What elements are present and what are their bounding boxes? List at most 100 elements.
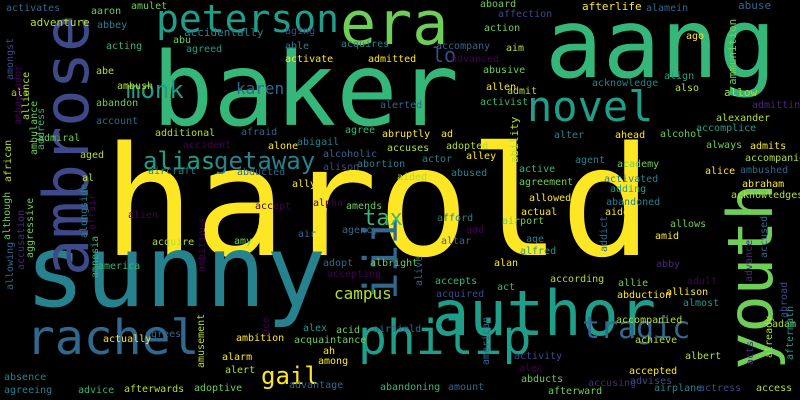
word: era [340,0,449,59]
word: almost [683,298,720,309]
word: already [764,315,775,358]
word: advance [744,239,755,282]
word: al [82,173,95,184]
word: admitting [752,100,800,111]
word: abandon [96,98,139,109]
word: afterwards [124,384,185,395]
word: adoptive [194,383,243,394]
word: alan [494,258,519,269]
word: acquired [436,289,485,300]
word: peterson [156,0,340,41]
word: allowing [5,241,16,290]
word: accused [759,215,770,258]
word: aided [397,172,428,183]
word: also [675,83,700,94]
word: abducted [237,167,286,178]
word: amount [448,382,485,393]
word: monk [126,76,184,104]
word: according [550,274,605,285]
word: abortion [357,159,406,170]
word: allie [618,278,649,289]
word: acid [336,325,361,336]
word: sunny [25,213,327,330]
word: airfield [373,324,422,335]
word: alone [268,141,299,152]
word: tax [363,206,403,231]
word: advantage [289,380,344,391]
word: novel [527,82,654,131]
word: abducts [521,374,564,385]
word: agreed [186,44,223,55]
word: acquaintance [294,335,367,346]
word: agreement [519,177,574,188]
word: accept [255,201,292,212]
word: activity [514,351,563,362]
word: allowed [529,193,572,204]
word: among [318,356,349,367]
word: accepted [629,366,678,377]
word: activist [480,97,529,108]
word: able [285,41,310,52]
word: alcoholic [323,149,378,160]
word: aang [545,0,777,100]
word: agreeing [4,385,53,396]
word: allison [666,287,709,298]
word: alert [225,365,256,376]
word: abused [451,168,488,179]
word: activate [285,54,334,65]
word: abe [96,66,115,77]
word: afford [437,213,474,224]
word: alongside [79,183,90,238]
word: abduction [617,290,672,301]
word: acknowledge [592,78,659,89]
word: acting [106,41,143,52]
word: ambitious [197,217,208,272]
word: afraid [241,127,278,138]
word: admits [750,141,787,152]
word: acquire [152,237,195,248]
word: amends [346,201,383,212]
word: allow [724,86,758,99]
word: actress [699,383,742,394]
word: ad [441,129,454,140]
word: author [432,277,656,350]
word: abusive [483,65,526,76]
word: alcohol [660,129,703,140]
word: actually [103,334,152,345]
word: ago [686,31,705,42]
word: abraham [742,179,785,190]
word: align [664,71,695,82]
word: account [96,116,139,127]
word: accompanies [745,153,800,164]
word: afterlife [582,0,642,13]
word: action [484,23,521,34]
word: accompanied [616,315,683,326]
word: alfred [520,246,557,257]
word: alice [705,166,736,177]
word: american [481,316,492,365]
word: adult [687,276,718,287]
word: aggressive [25,197,36,258]
word: ally [292,179,317,190]
word: amulet [131,1,168,12]
word: activates [6,3,61,14]
word: abbey [97,20,128,31]
word: african [3,139,14,182]
word: accidentally [184,26,264,39]
word: add [466,225,485,236]
word: agree [345,125,376,136]
word: accident [183,140,232,151]
word: age [526,234,545,245]
word: amusement [196,313,207,368]
word: adventure [30,16,90,29]
word: active [519,164,556,175]
word: lo [432,43,457,67]
word: ali [11,88,30,99]
word: ambulance [29,100,40,155]
word: alexander [716,113,771,124]
word: adding [610,184,647,195]
word: ah [323,346,336,357]
word: alpha [313,198,344,209]
word: alive [414,255,425,286]
